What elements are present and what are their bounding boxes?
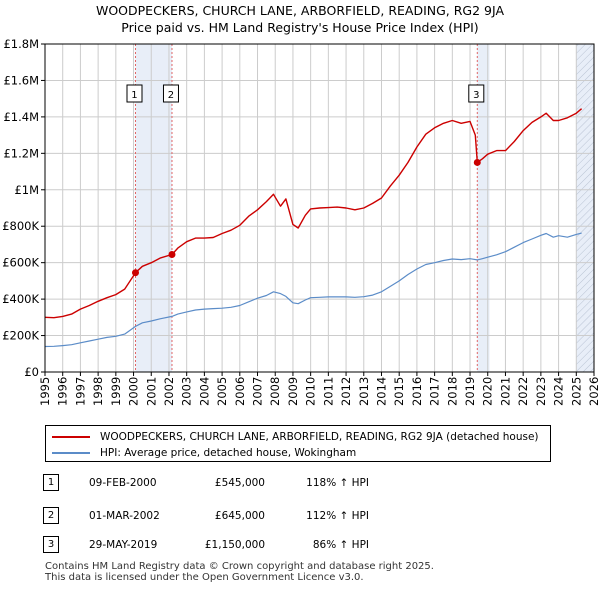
y-tick-label: £200K <box>2 329 39 343</box>
x-tick-label: 2024 <box>552 377 566 406</box>
sale-hpi-change: 112% ↑ HPI <box>306 510 369 522</box>
x-tick-label: 1998 <box>91 377 105 406</box>
y-tick-label: £1M <box>14 183 39 197</box>
footer: Contains HM Land Registry data © Crown c… <box>45 561 434 583</box>
sale-date: 29-MAY-2019 <box>89 539 158 551</box>
sale-labels: 1 2 3 <box>126 84 485 103</box>
footer-copyright: Contains HM Land Registry data © Crown c… <box>45 561 434 572</box>
x-tick-label: 2023 <box>534 377 548 406</box>
x-tick-label: 2019 <box>463 377 477 406</box>
footer-licence: This data is licensed under the Open Gov… <box>45 572 364 583</box>
legend-label-hpi: HPI: Average price, detached house, Woki… <box>100 447 357 459</box>
price-chart: £0 £200K £400K £600K £800K £1M £1.2M £1.4M £1.6M… <box>2 37 600 406</box>
x-tick-label: 2005 <box>215 377 229 406</box>
y-tick-label: £600K <box>2 256 39 270</box>
sale-hpi-change: 86% ↑ HPI <box>312 539 369 551</box>
sale-badge: 1 <box>43 474 59 491</box>
sale-label-text: 2 <box>168 90 174 101</box>
sale-label: 1 <box>126 84 143 103</box>
sale-price: £545,000 <box>214 477 265 489</box>
x-tick-label: 1996 <box>56 377 70 406</box>
forecast-hatch <box>576 44 594 372</box>
sale-label: 2 <box>162 84 179 103</box>
sale-hpi-change: 118% ↑ HPI <box>306 477 369 489</box>
x-tick-label: 1999 <box>109 377 123 406</box>
legend-swatch-property <box>52 436 90 438</box>
sale-label-box <box>468 84 485 103</box>
x-tick-label: 2014 <box>374 377 388 406</box>
shaded-period <box>477 44 490 372</box>
y-tick-label: £1.6M <box>3 73 39 87</box>
sale-label-text: 3 <box>473 90 479 101</box>
x-tick-label: 2013 <box>357 377 371 406</box>
x-tick-label: 2016 <box>410 377 424 406</box>
y-tick-label: £800K <box>2 219 39 233</box>
y-tick-label: £0 <box>24 365 39 379</box>
x-tick-label: 2012 <box>339 377 353 406</box>
sale-point <box>168 250 176 258</box>
chart-title: WOODPECKERS, CHURCH LANE, ARBORFIELD, RE… <box>0 2 600 36</box>
x-tick-label: 2025 <box>569 377 583 406</box>
x-tick-label: 2003 <box>180 377 194 406</box>
legend: WOODPECKERS, CHURCH LANE, ARBORFIELD, RE… <box>45 425 551 462</box>
sale-date: 01-MAR-2002 <box>89 510 160 522</box>
chart-title-line1: WOODPECKERS, CHURCH LANE, ARBORFIELD, RE… <box>95 3 505 18</box>
sale-badge: 3 <box>43 536 59 553</box>
x-tick-label: 2008 <box>268 377 282 406</box>
x-tick-label: 1995 <box>38 377 52 406</box>
x-tick-label: 2007 <box>251 377 265 406</box>
sale-label-text: 1 <box>131 90 137 101</box>
sale-points <box>131 158 481 277</box>
series <box>44 108 583 348</box>
sale-label-box <box>126 84 143 103</box>
x-tick-label: 2010 <box>304 377 318 406</box>
axes: £0 £200K £400K £600K £800K £1M £1.2M £1.4M £1.6M… <box>2 37 600 406</box>
x-tick-label: 2026 <box>587 377 600 406</box>
x-tick-label: 2021 <box>498 377 512 406</box>
hpi-line <box>44 232 582 348</box>
sale-marker-lines <box>134 44 478 372</box>
sale-badge: 2 <box>43 507 59 524</box>
x-tick-label: 2020 <box>481 377 495 406</box>
sale-price: £645,000 <box>214 510 265 522</box>
x-tick-label: 2000 <box>127 377 141 406</box>
x-tick-label: 2001 <box>144 377 158 406</box>
y-tick-label: £1.2M <box>3 146 39 160</box>
sale-point <box>473 158 481 166</box>
x-tick-label: 2017 <box>428 377 442 406</box>
y-tick-label: £1.4M <box>3 110 39 124</box>
y-tick-label: £400K <box>2 292 39 306</box>
x-tick-label: 2004 <box>197 377 211 406</box>
x-tick-label: 2022 <box>516 377 530 406</box>
x-tick-label: 2018 <box>445 377 459 406</box>
x-tick-label: 2011 <box>321 377 335 406</box>
sale-label-box <box>162 84 179 103</box>
legend-label-property: WOODPECKERS, CHURCH LANE, ARBORFIELD, RE… <box>100 431 539 443</box>
sale-date: 09-FEB-2000 <box>89 477 157 489</box>
chart-title-line2: Price paid vs. HM Land Registry's House … <box>121 20 479 35</box>
property-price-line <box>44 108 583 319</box>
sale-point <box>131 269 139 277</box>
y-tick-label: £1.8M <box>3 37 39 51</box>
x-tick-label: 2002 <box>162 377 176 406</box>
x-tick-label: 2009 <box>286 377 300 406</box>
sale-price: £1,150,000 <box>204 539 265 551</box>
x-tick-label: 2015 <box>392 377 406 406</box>
x-tick-label: 2006 <box>233 377 247 406</box>
x-tick-label: 1997 <box>73 377 87 406</box>
legend-swatch-hpi <box>52 452 90 454</box>
plot-frame <box>44 43 595 373</box>
sale-label: 3 <box>468 84 485 103</box>
